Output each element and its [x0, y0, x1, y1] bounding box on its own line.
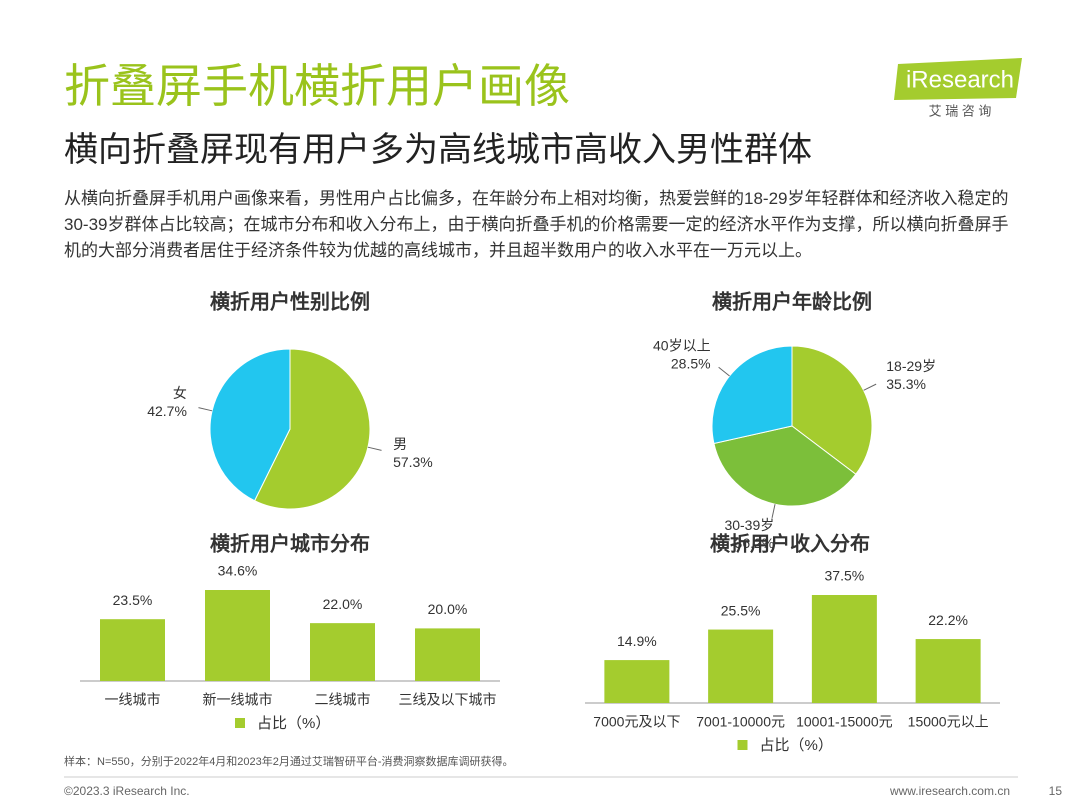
legend-label: 占比（%）: [257, 715, 330, 732]
chart-title: 横折用户性别比例: [210, 289, 370, 313]
leader-line: [718, 366, 730, 377]
x-tick-label: 三线及以下城市: [399, 692, 497, 708]
bar-value: 20.0%: [428, 601, 468, 617]
bar: [708, 629, 774, 703]
slice-value: 36.2%: [735, 535, 775, 551]
slice-value: 57.3%: [393, 454, 433, 470]
leader-line: [863, 383, 877, 391]
bar-value: 25.5%: [721, 602, 761, 618]
summary: 从横向折叠屏手机用户画像来看，男性用户占比偏多，在年龄分布上相对均衡，热爱尝鲜的…: [64, 189, 1009, 260]
x-tick-label: 新一线城市: [203, 692, 273, 708]
legend-label: 占比（%）: [760, 737, 833, 754]
x-tick-label: 二线城市: [315, 692, 371, 708]
slice-value: 28.5%: [671, 356, 711, 372]
bar: [415, 628, 480, 681]
logo-sub: 艾 瑞 咨 询: [929, 103, 992, 118]
page-title: 折叠屏手机横折用户画像: [64, 60, 570, 112]
leader-line: [198, 407, 213, 412]
chart-title: 横折用户收入分布: [710, 531, 870, 555]
bar-value: 34.6%: [218, 563, 258, 579]
slice-label: 30-39岁: [724, 517, 774, 533]
slice-value: 42.7%: [147, 403, 187, 419]
x-tick-label: 7000元及以下: [593, 714, 680, 730]
bar-value: 22.0%: [323, 596, 363, 612]
chart-title: 横折用户城市分布: [210, 531, 370, 555]
bar-value: 23.5%: [113, 592, 153, 608]
copyright: ©2023.3 iResearch Inc.: [64, 784, 190, 798]
slice-value: 35.3%: [886, 376, 926, 392]
bar: [205, 590, 270, 681]
x-tick-label: 7001-10000元: [696, 714, 785, 730]
leader-line: [367, 446, 382, 451]
url: www.iresearch.com.cn: [889, 784, 1010, 798]
slice-label: 男: [393, 436, 407, 452]
pie-slice: [209, 348, 291, 502]
bar: [811, 595, 877, 703]
footnote: 样本：N=550，分别于2022年4月和2023年2月通过艾瑞智研平台-消费洞察…: [64, 754, 514, 768]
bar: [915, 639, 981, 703]
chart-title: 横折用户年龄比例: [712, 289, 872, 313]
logo-bg: [894, 58, 1022, 100]
slice-label: 40岁以上: [653, 338, 711, 354]
bar: [310, 623, 375, 681]
page-number: 15: [1049, 784, 1063, 798]
bar: [604, 660, 670, 703]
legend-swatch: [737, 740, 748, 750]
logo: iResearch: [906, 66, 1014, 93]
leader-line: [771, 504, 776, 518]
slice-label: 18-29岁: [886, 358, 936, 374]
pie-slice: [711, 345, 793, 445]
x-tick-label: 一线城市: [105, 692, 161, 708]
legend-swatch: [235, 718, 245, 728]
x-tick-label: 15000元以上: [908, 714, 989, 730]
bar-value: 14.9%: [617, 633, 657, 649]
slice-label: 女: [173, 385, 187, 401]
page-subtitle: 横向折叠屏现有用户多为高线城市高收入男性群体: [64, 131, 812, 169]
bar-value: 22.2%: [928, 612, 968, 628]
bar: [100, 619, 165, 681]
bar-value: 37.5%: [825, 568, 865, 584]
pie-slice: [253, 348, 371, 510]
pie-slice: [713, 425, 857, 507]
x-tick-label: 10001-15000元: [796, 714, 893, 730]
